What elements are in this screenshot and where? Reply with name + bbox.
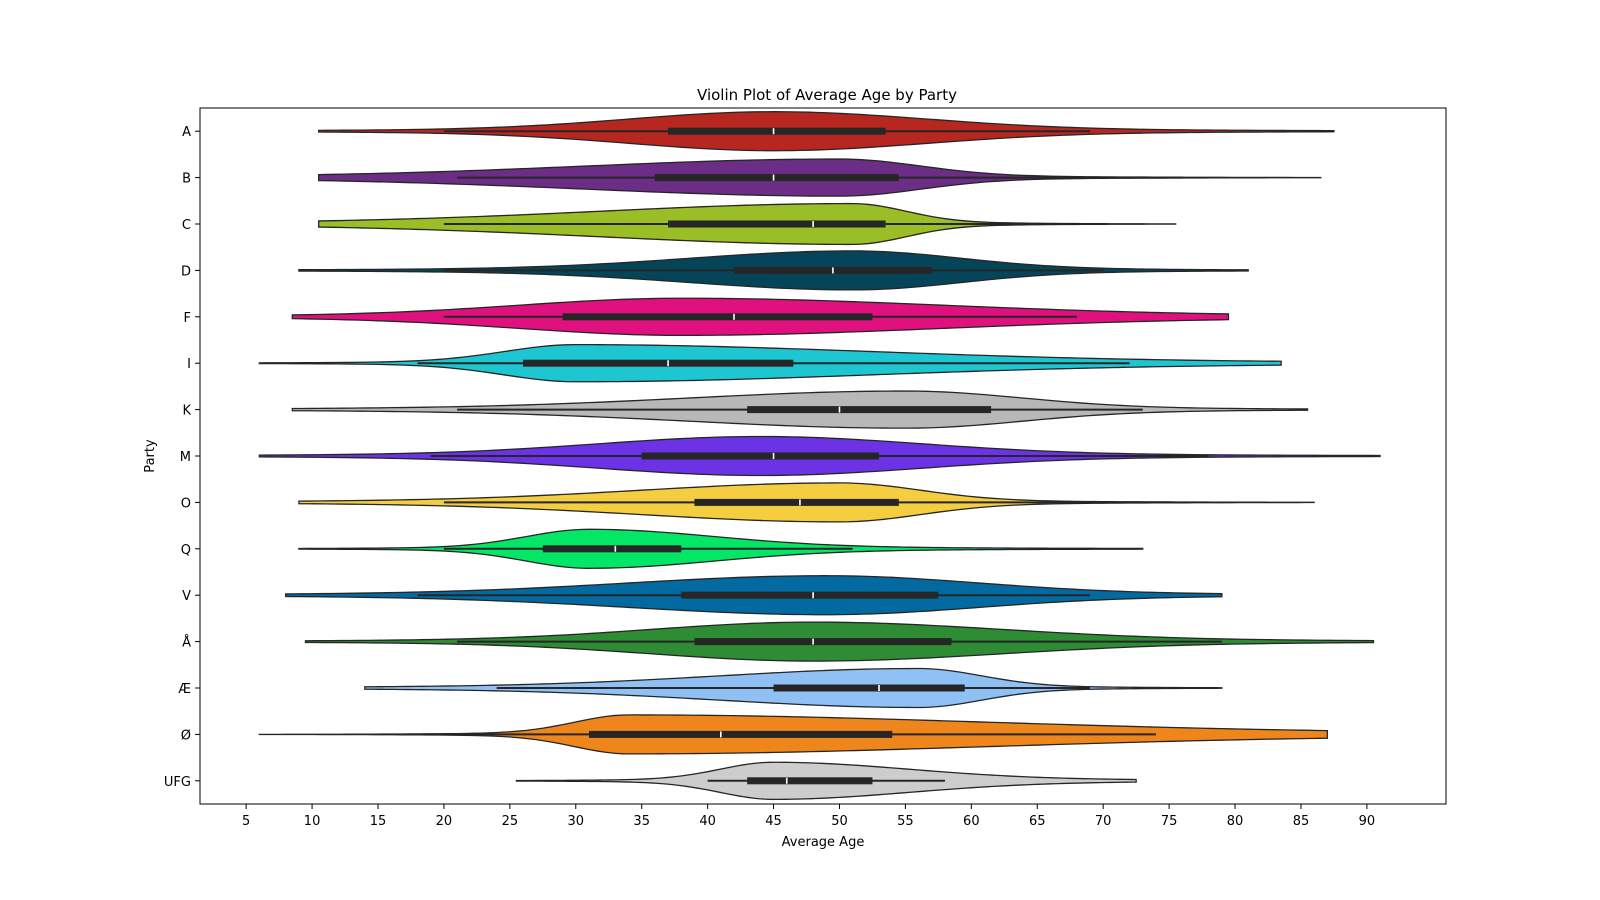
violin-iqr-box-O [694,498,899,506]
x-tick-label: 15 [370,814,387,829]
x-axis-label: Average Age [782,835,865,850]
y-tick-label: C [182,218,191,233]
y-tick-label: UFG [164,775,191,790]
violins-layer [258,111,1381,801]
x-tick-label: 20 [436,814,453,829]
chart-title: Violin Plot of Average Age by Party [697,86,957,104]
x-tick-label: 55 [897,814,914,829]
x-tick-label: 70 [1095,814,1112,829]
violin-iqr-box-B [654,174,899,182]
violin-iqr-box-Æ [773,684,965,692]
y-tick-label: V [182,589,191,604]
violin-iqr-box-F [562,313,873,321]
y-tick-label: B [182,172,191,187]
violin-iqr-box-A [668,127,886,135]
x-tick-label: 5 [242,814,250,829]
y-tick-label: M [180,450,191,465]
x-tick-label: 80 [1227,814,1244,829]
x-tick-label: 60 [963,814,980,829]
x-tick-label: 35 [633,814,650,829]
violin-iqr-box-K [747,406,992,414]
y-tick-label: Ø [181,728,191,743]
x-tick-label: 75 [1161,814,1178,829]
y-tick-label: Å [182,635,191,651]
violin-iqr-box-Ø [588,730,893,738]
x-tick-label: 30 [568,814,585,829]
y-tick-label: F [184,311,191,326]
x-tick-label: 85 [1293,814,1310,829]
y-tick-label: I [187,357,191,372]
x-tick-label: 90 [1359,814,1376,829]
violin-iqr-box-UFG [747,777,873,785]
violin-iqr-box-Q [542,545,682,553]
y-tick-label: Æ [178,682,191,697]
violin-iqr-box-Å [694,638,952,646]
x-tick-label: 40 [699,814,716,829]
x-tick-label: 10 [304,814,321,829]
y-tick-label: D [181,264,191,279]
violin-iqr-box-V [681,591,939,599]
y-tick-label: A [182,125,191,140]
y-axis-ticks: A B C D F I K M O Q V Å Æ Ø UFG [164,125,200,790]
x-tick-label: 65 [1029,814,1046,829]
x-tick-label: 45 [765,814,782,829]
violin-iqr-box-I [523,359,794,367]
violin-iqr-box-M [641,452,880,460]
y-tick-label: K [182,404,191,419]
y-axis-label: Party [143,439,158,473]
y-tick-label: Q [181,543,191,558]
x-tick-label: 50 [831,814,848,829]
violin-iqr-box-C [668,220,886,228]
x-tick-label: 25 [502,814,519,829]
x-axis-ticks: 5 10 15 20 25 30 35 40 45 50 55 60 65 70 75 80 85 90 [242,804,1375,829]
y-tick-label: O [181,496,191,511]
